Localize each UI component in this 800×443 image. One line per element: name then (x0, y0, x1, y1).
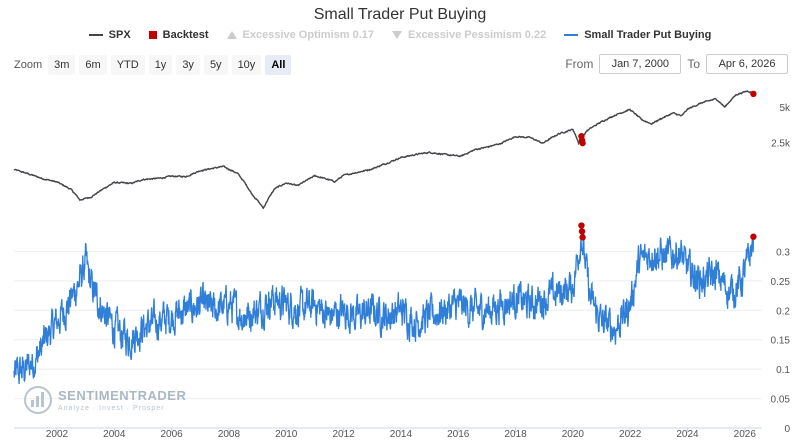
put-y-tick-label: 0.05 (771, 395, 791, 406)
from-label: From (565, 57, 594, 71)
legend-item-excessive-optimism-0-17[interactable]: Excessive Optimism 0.17 (226, 29, 374, 41)
x-tick-label: 2002 (46, 429, 69, 440)
spx-y-tick-label: 2.5k (771, 138, 791, 149)
x-tick-label: 2024 (676, 429, 699, 440)
backtest-marker-put (578, 228, 586, 235)
put-y-tick-label: 0 (784, 424, 790, 435)
zoom-6m-button[interactable]: 6m (79, 55, 107, 75)
legend-label: SPX (108, 29, 131, 41)
x-tick-label: 2018 (504, 429, 527, 440)
legend-square-icon (148, 31, 157, 39)
backtest-marker-put (579, 234, 586, 241)
put-y-tick-label: 0.25 (771, 277, 791, 288)
watermark-bar-icon (31, 400, 34, 407)
date-range: From To (565, 54, 788, 74)
x-tick-label: 2008 (218, 429, 241, 440)
backtest-marker-put (750, 233, 757, 240)
x-tick-label: 2006 (160, 429, 183, 440)
zoom-1y-button[interactable]: 1y (148, 55, 173, 75)
watermark-bar-icon (36, 396, 39, 407)
legend-line-icon (564, 34, 579, 36)
put-y-tick-label: 0.1 (776, 365, 790, 376)
x-tick-label: 2012 (332, 429, 355, 440)
legend-label: Backtest (162, 29, 209, 41)
put-buying-series-line (13, 231, 755, 385)
x-tick-label: 2016 (447, 429, 470, 440)
put-y-tick-label: 0.15 (771, 336, 791, 347)
legend-item-spx[interactable]: SPX (88, 29, 131, 41)
x-tick-label: 2026 (734, 429, 757, 440)
from-date-input[interactable] (599, 54, 682, 74)
x-tick-label: 2010 (275, 429, 298, 440)
zoom-10y-button[interactable]: 10y (231, 55, 262, 75)
to-label: To (687, 57, 700, 71)
x-tick-label: 2020 (562, 429, 585, 440)
x-tick-label: 2022 (619, 429, 642, 440)
backtest-marker-spx (750, 90, 757, 98)
zoom-3m-button[interactable]: 3m (48, 55, 76, 75)
x-tick-label: 2004 (103, 429, 126, 440)
put-y-tick-label: 0.2 (776, 306, 790, 317)
legend-label: Small Trader Put Buying (584, 29, 712, 41)
to-date-input[interactable] (706, 54, 788, 74)
backtest-marker-put (578, 222, 585, 229)
zoom-all-button[interactable]: All (265, 55, 292, 75)
put-y-tick-label: 0.3 (776, 247, 790, 258)
backtest-marker-spx (579, 139, 586, 147)
zoom-5y-button[interactable]: 5y (203, 55, 228, 75)
zoom-ytd-button[interactable]: YTD (110, 55, 145, 75)
legend-label: Excessive Pessimism 0.22 (407, 29, 547, 41)
legend-label: Excessive Optimism 0.17 (242, 29, 374, 41)
chart-title: Small Trader Put Buying (313, 6, 487, 23)
zoom-selector: Zoom 3m 6m YTD 1y 3y 5y 10y All (14, 55, 292, 75)
x-tick-label: 2014 (390, 429, 413, 440)
zoom-3y-button[interactable]: 3y (176, 55, 200, 75)
legend-item-small-trader-put-buying[interactable]: Small Trader Put Buying (564, 29, 711, 41)
watermark-logo-icon (24, 386, 52, 414)
legend-triangle-icon (226, 31, 237, 39)
legend-item-backtest[interactable]: Backtest (148, 29, 209, 41)
legend: SPX Backtest Excessive Optimism 0.17 Excess… (0, 29, 800, 41)
legend-item-excessive-pessimism-0-22[interactable]: Excessive Pessimism 0.22 (391, 29, 547, 41)
legend-triangle-down-icon (391, 31, 402, 39)
watermark-tagline: Analyze · Invest · Prosper (58, 405, 165, 412)
watermark-brand: SENTIMENTRADER (58, 388, 186, 403)
spx-y-tick-label: 5k (779, 103, 791, 114)
zoom-label: Zoom (14, 59, 43, 71)
spx-series-line (13, 90, 754, 210)
legend-line-icon (88, 34, 103, 36)
watermark-bar-icon (41, 392, 44, 407)
